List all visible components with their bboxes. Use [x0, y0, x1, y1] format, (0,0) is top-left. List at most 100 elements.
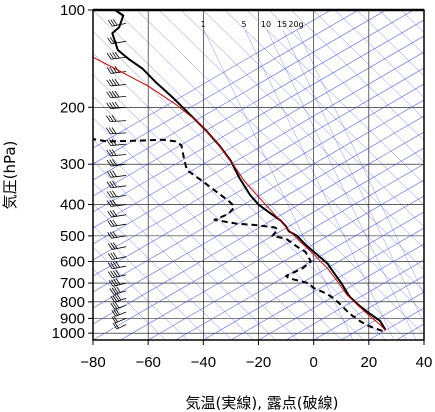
x-tick-label: −40: [191, 354, 216, 371]
wind-barb: [106, 170, 127, 178]
wind-barb: [106, 101, 127, 110]
wind-barb-feather: [111, 127, 117, 134]
adiabat-line: [93, 160, 276, 340]
mixing-ratio-label: 15: [277, 20, 287, 29]
adiabat-line: [290, 10, 424, 141]
wind-barb-feather: [114, 301, 120, 309]
adiabat-line: [93, 182, 254, 340]
wind-barb: [107, 269, 127, 279]
isotherm-line: [396, 323, 424, 340]
wind-barb-feather: [111, 91, 117, 98]
p-tick-label: 1000: [52, 325, 85, 342]
wind-barb-feather: [109, 190, 115, 198]
wind-barb-feather: [106, 171, 112, 178]
wind-barb-feather: [107, 262, 113, 270]
wind-barb-feather: [111, 279, 116, 286]
wind-barb: [107, 209, 127, 218]
wind-barb-feather: [113, 309, 118, 316]
adiabat-line: [268, 10, 424, 163]
x-tick-label: 20: [360, 354, 377, 371]
isotherm-line: [203, 211, 424, 340]
wind-barb-feather: [112, 199, 117, 207]
mixing-ratio-line: [266, 29, 417, 340]
isotherm-line: [93, 83, 424, 277]
wind-barb-feather: [112, 18, 118, 26]
series-layer: [93, 10, 387, 332]
wind-barb: [106, 127, 127, 135]
wind-barb-feather: [109, 52, 115, 60]
mixing-ratio-line: [203, 29, 354, 340]
wind-barb-feather: [112, 170, 117, 177]
isotherm-line: [93, 35, 424, 229]
adiabat-line: [356, 10, 424, 77]
wind-barb-feather: [112, 270, 118, 277]
wind-barb-feather: [115, 308, 120, 315]
wind-barb-feather: [112, 180, 117, 188]
isotherm-line: [93, 10, 359, 165]
wind-barb-feather: [106, 159, 112, 167]
dewpoint-profile-line: [93, 138, 383, 332]
isotherm-line: [93, 19, 424, 213]
mixing-ratio-label: 5: [241, 20, 246, 29]
wind-barb-feather: [113, 315, 118, 323]
wind-barb: [111, 308, 127, 317]
adiabat-line: [93, 246, 188, 340]
x-tick-label: 0: [309, 354, 317, 371]
wind-barb-feather: [111, 316, 117, 323]
wind-barb: [106, 159, 127, 167]
mixing-ratio-label: 10: [261, 20, 271, 29]
wind-barb: [107, 219, 127, 227]
isotherm-line: [93, 131, 424, 325]
wind-barb-feather: [109, 199, 115, 207]
wind-barb-feather: [113, 286, 119, 294]
wind-barb-feather: [109, 66, 115, 74]
p-tick-label: 600: [60, 253, 85, 270]
wind-barb-feather: [109, 170, 115, 178]
y-axis-title: 気圧(hPa): [1, 141, 19, 210]
isotherm-line: [93, 10, 387, 181]
p-tick-label: 100: [60, 2, 85, 19]
adiabat-line: [158, 10, 424, 271]
wind-barb-feather: [106, 102, 111, 109]
x-tick-label: −80: [80, 354, 105, 371]
wind-barb-feather: [114, 101, 120, 109]
wind-barb: [112, 322, 127, 330]
wind-barb-feather: [107, 19, 113, 27]
wind-barb-feather: [109, 102, 114, 109]
wind-barb-feather: [106, 181, 112, 188]
p-tick-label: 900: [60, 310, 85, 327]
wind-barb-feather: [106, 149, 111, 157]
adiabat-line: [93, 74, 364, 340]
isotherm-line: [285, 259, 424, 340]
wind-barb-feather: [112, 159, 117, 166]
wind-barb-feather: [111, 310, 117, 317]
wind-barb: [110, 293, 127, 303]
wind-barb-feather: [106, 139, 111, 146]
wind-barb: [107, 18, 127, 27]
mixing-ratio-line: [244, 29, 395, 340]
wind-barb-feather: [110, 242, 116, 250]
wind-barb-feather: [109, 181, 115, 188]
adiabat-line: [202, 10, 424, 228]
wind-barb-feather: [114, 90, 120, 98]
wind-barb: [107, 242, 127, 250]
adiabat-line: [180, 10, 424, 249]
p-tick-label: 700: [60, 275, 85, 292]
wind-barb-feather: [107, 243, 113, 250]
adiabat-line: [93, 95, 342, 340]
wind-barb-feather: [112, 261, 118, 269]
adiabat-line: [136, 10, 424, 292]
wind-barb-feather: [112, 52, 117, 59]
wind-barb: [106, 199, 127, 207]
mixing-ratio-label-layer: 1 5 10 15 20g: [200, 20, 303, 29]
adiabat-line: [224, 10, 424, 206]
adiabat-line: [93, 10, 424, 335]
adiabat-line: [93, 31, 408, 340]
adiabat-line: [93, 225, 210, 340]
wind-barb: [106, 78, 127, 87]
wind-barb-feather: [111, 287, 117, 295]
adiabat-line: [378, 10, 424, 55]
wind-barb-feather: [110, 19, 116, 26]
wind-barb-feather: [107, 210, 112, 218]
